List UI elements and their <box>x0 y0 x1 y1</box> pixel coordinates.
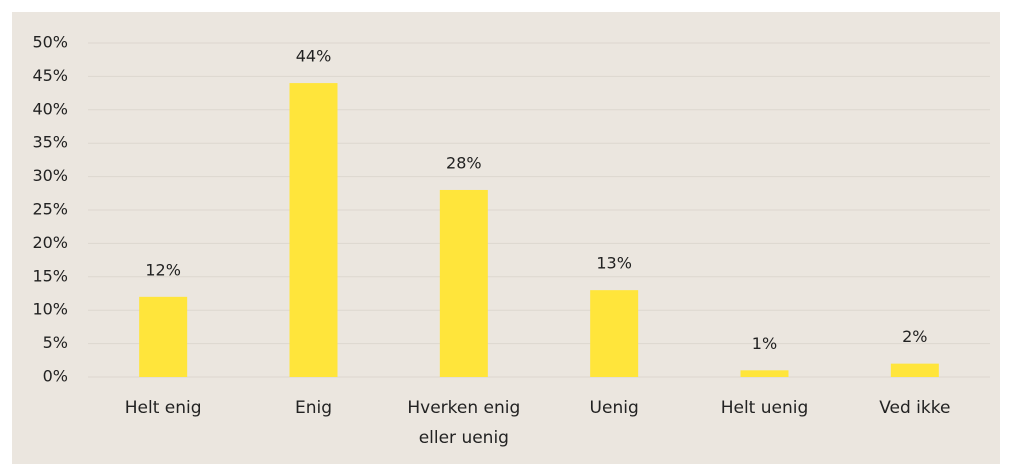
y-tick-label: 0% <box>43 367 68 386</box>
data-label: 13% <box>596 254 632 273</box>
y-tick-label: 10% <box>32 300 68 319</box>
x-tick-label: Helt uenig <box>720 398 809 418</box>
y-tick-label: 50% <box>32 33 68 52</box>
bar <box>740 370 789 377</box>
y-tick-label: 15% <box>32 266 68 285</box>
data-label: 28% <box>446 153 482 172</box>
y-tick-label: 45% <box>32 66 68 85</box>
data-label: 44% <box>296 47 332 66</box>
y-tick-label: 40% <box>32 99 68 118</box>
x-tick-label: Enig <box>294 398 333 418</box>
bar <box>890 363 939 377</box>
y-tick-label: 20% <box>32 233 68 252</box>
data-label: 2% <box>902 327 927 346</box>
bar <box>139 296 188 377</box>
chart: 0% 5% 10% 15% 20% 25% 30% 35% 40% 45% 50% 12% 44% 28%… <box>32 33 990 386</box>
bar <box>590 290 639 377</box>
y-tick-label: 5% <box>43 333 68 352</box>
x-tick-label: Hverken enig eller uenig <box>407 398 521 448</box>
bar <box>439 189 488 377</box>
y-tick-label: 25% <box>32 200 68 219</box>
bar <box>289 83 338 377</box>
y-tick-label: 30% <box>32 166 68 185</box>
data-label: 12% <box>145 260 181 279</box>
x-tick-label: Uenig <box>589 398 639 418</box>
x-tick-label: Helt enig <box>124 398 202 418</box>
y-tick-label: 35% <box>32 133 68 152</box>
x-tick-label: Ved ikke <box>879 398 951 418</box>
data-label: 1% <box>752 334 777 353</box>
chart-area: 0% 5% 10% 15% 20% 25% 30% 35% 40% 45% 50% 12% 44% 28%… <box>12 12 1000 464</box>
